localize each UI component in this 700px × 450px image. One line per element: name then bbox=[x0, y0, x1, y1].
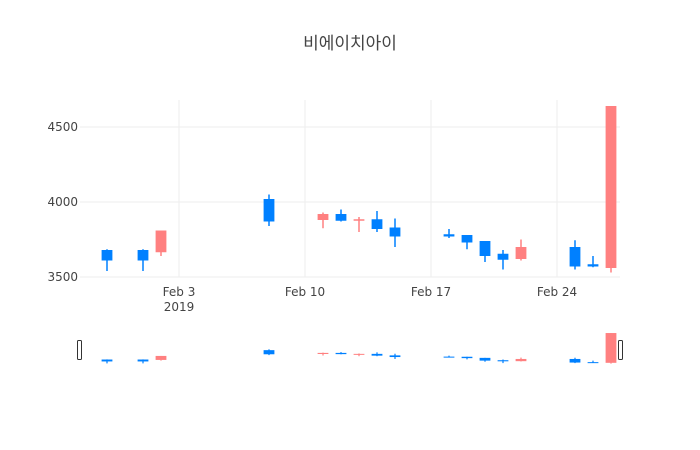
candle bbox=[443, 229, 455, 238]
slider-candle bbox=[587, 360, 599, 364]
slider-candle bbox=[569, 357, 581, 364]
slider-candle-body bbox=[569, 358, 581, 363]
y-tick-label: 4500 bbox=[47, 120, 78, 134]
x-tick-label: Feb 24 bbox=[537, 285, 577, 299]
candle-body bbox=[317, 214, 329, 220]
slider-candle bbox=[263, 349, 275, 356]
candle bbox=[515, 239, 527, 261]
slider-candle-body bbox=[479, 357, 491, 361]
candle-body bbox=[569, 247, 581, 267]
y-tick-label: 3500 bbox=[47, 270, 78, 284]
slider-candle bbox=[389, 353, 401, 359]
slider-candle-body bbox=[515, 358, 527, 362]
candle-body bbox=[461, 235, 473, 243]
slider-candle bbox=[317, 352, 329, 356]
candle bbox=[461, 235, 473, 250]
candle bbox=[371, 211, 383, 232]
candle-body bbox=[353, 219, 365, 221]
candle bbox=[317, 212, 329, 229]
candle-body bbox=[443, 234, 455, 237]
slider-candle-body bbox=[317, 352, 329, 354]
slider-candle bbox=[443, 355, 455, 358]
slider-candle bbox=[155, 355, 167, 361]
candle-body bbox=[587, 264, 599, 267]
x-tick-label: Feb 10 bbox=[285, 285, 325, 299]
range-slider[interactable] bbox=[77, 333, 623, 364]
chart-title: 비에이치아이 bbox=[303, 34, 397, 54]
x-tick-label: Feb 3 bbox=[163, 285, 196, 299]
candle bbox=[335, 209, 347, 222]
candle-body bbox=[371, 219, 383, 229]
slider-candle-body bbox=[371, 353, 383, 356]
candle bbox=[479, 241, 491, 262]
slider-candle-body bbox=[587, 362, 599, 364]
slider-candle bbox=[137, 359, 149, 364]
slider-candle bbox=[335, 352, 347, 355]
slider-candle-body bbox=[137, 359, 149, 362]
slider-candle-body bbox=[263, 350, 275, 355]
slider-candle-body bbox=[353, 353, 365, 355]
slider-candle-body bbox=[101, 359, 113, 362]
candles bbox=[101, 106, 617, 273]
candle-body bbox=[335, 214, 347, 221]
slider-candle-body bbox=[443, 356, 455, 358]
x-tick-sublabel: 2019 bbox=[164, 300, 195, 314]
candle-body bbox=[155, 230, 167, 253]
range-slider-right-handle[interactable] bbox=[618, 340, 623, 360]
candle bbox=[587, 256, 599, 268]
slider-candle bbox=[497, 359, 509, 364]
slider-candle-body bbox=[605, 333, 617, 363]
range-slider-left-handle[interactable] bbox=[77, 340, 82, 360]
slider-candle-body bbox=[335, 352, 347, 355]
candle bbox=[101, 249, 113, 271]
slider-candle bbox=[605, 333, 617, 364]
grid bbox=[80, 100, 620, 278]
candle bbox=[263, 194, 275, 226]
candle bbox=[137, 249, 149, 271]
slider-candle bbox=[101, 359, 113, 364]
range-slider-candles bbox=[101, 333, 617, 364]
candle-body bbox=[101, 250, 113, 261]
y-axis-ticks: 3500 4000 4500 bbox=[47, 120, 78, 284]
candle bbox=[155, 230, 167, 256]
candle bbox=[569, 240, 581, 270]
slider-candle-body bbox=[461, 356, 473, 359]
candle-body bbox=[389, 227, 401, 237]
slider-candle-body bbox=[497, 360, 509, 362]
y-tick-label: 4000 bbox=[47, 195, 78, 209]
candle bbox=[389, 218, 401, 247]
slider-candle-body bbox=[155, 355, 167, 360]
candle bbox=[353, 217, 365, 232]
slider-candle-body bbox=[389, 355, 401, 358]
candle bbox=[605, 106, 617, 273]
slider-candle bbox=[353, 353, 365, 357]
candle bbox=[497, 250, 509, 270]
slider-candle bbox=[461, 356, 473, 360]
candle-body bbox=[263, 199, 275, 222]
candle-body bbox=[515, 247, 527, 259]
candle-body bbox=[605, 106, 617, 268]
slider-candle bbox=[515, 357, 527, 362]
slider-candle bbox=[479, 357, 491, 362]
x-tick-label: Feb 17 bbox=[411, 285, 451, 299]
candle-body bbox=[497, 253, 509, 260]
candle-body bbox=[137, 250, 149, 261]
slider-candle bbox=[371, 352, 383, 357]
candle-body bbox=[479, 241, 491, 256]
